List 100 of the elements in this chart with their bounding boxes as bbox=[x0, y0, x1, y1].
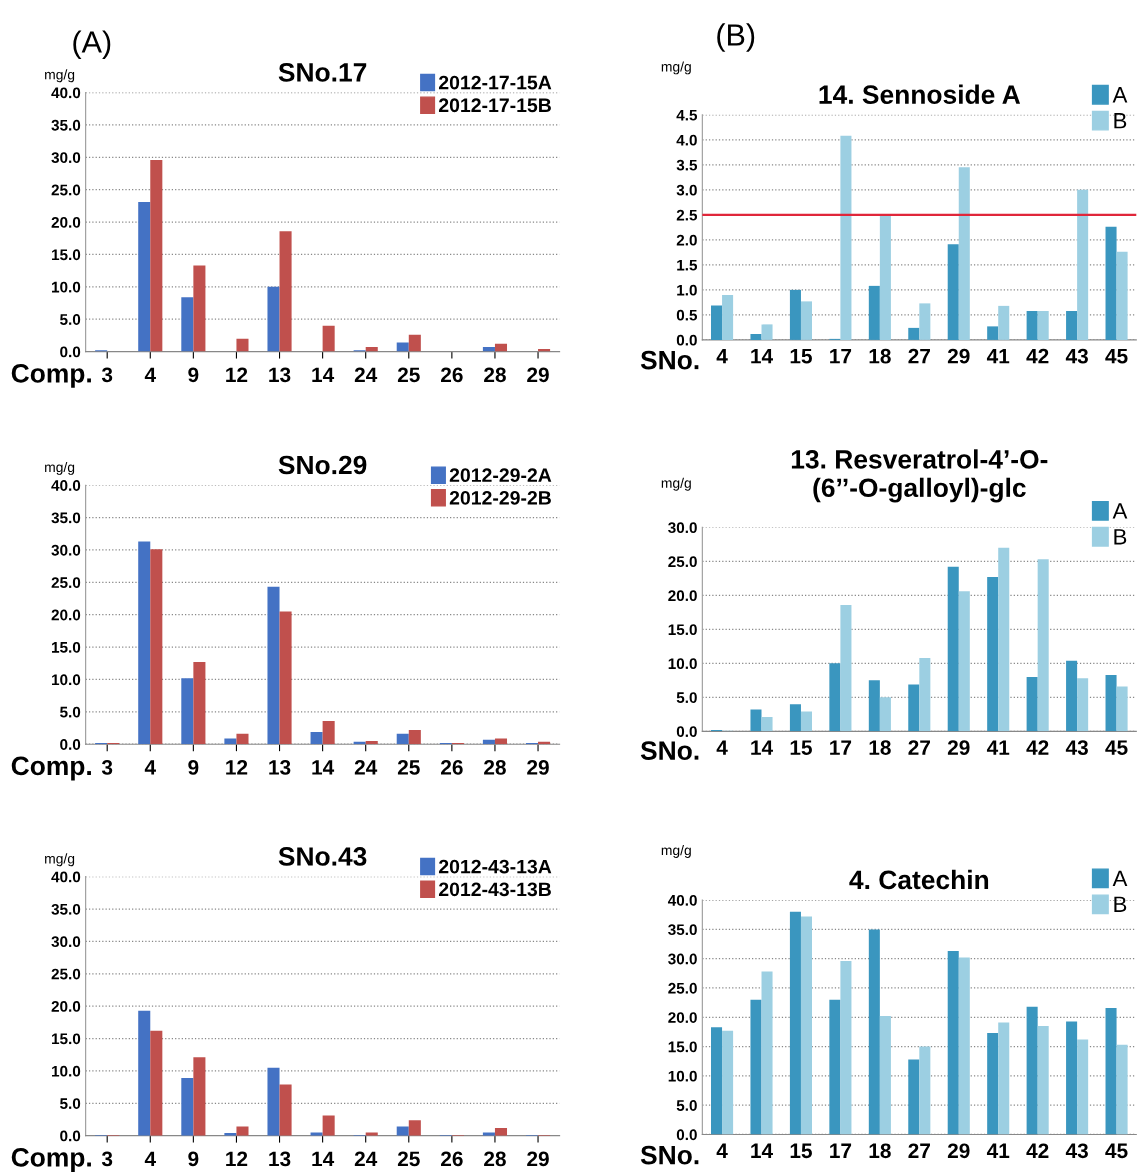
bar bbox=[150, 159, 163, 352]
bar bbox=[236, 1126, 249, 1136]
chart-title: 13. Resveratrol-4’-O- (6’’-O-galloyl)-glc bbox=[791, 449, 1048, 503]
bar bbox=[408, 334, 421, 352]
y-tick-label: 35.0 bbox=[51, 512, 81, 524]
x-tick-label: 4 bbox=[144, 1151, 156, 1167]
bar bbox=[1116, 251, 1128, 340]
bar bbox=[279, 611, 292, 745]
y-axis-title: mg/g bbox=[45, 461, 75, 475]
bar bbox=[947, 244, 959, 340]
x-tick-label: 29 bbox=[527, 760, 549, 775]
x-tick-label: 41 bbox=[986, 348, 1010, 364]
x-tick-label: 4 bbox=[716, 740, 728, 755]
x-tick-label: 45 bbox=[1105, 740, 1128, 755]
bar bbox=[236, 338, 249, 352]
bar bbox=[1066, 1021, 1078, 1135]
chart-title: SNo.43 bbox=[278, 847, 367, 866]
bar bbox=[998, 1022, 1010, 1135]
x-tick-label: 18 bbox=[869, 740, 891, 755]
y-tick-label: 20.0 bbox=[51, 1001, 81, 1012]
y-tick-label: 0.5 bbox=[676, 309, 698, 321]
x-tick-label: 29 bbox=[947, 740, 970, 755]
y-tick-label: 0.0 bbox=[60, 346, 81, 358]
chart-title: 14. Sennoside A bbox=[819, 84, 1021, 104]
x-tick-label: 3 bbox=[101, 367, 113, 383]
x-tick-label: 45 bbox=[1105, 1143, 1128, 1159]
bar bbox=[800, 916, 812, 1135]
x-tick-label: 15 bbox=[790, 1143, 812, 1159]
bar bbox=[138, 541, 151, 745]
chart-title: SNo.29 bbox=[278, 455, 367, 475]
x-tick-label: 41 bbox=[986, 1143, 1010, 1158]
text: (A) bbox=[73, 30, 111, 59]
x-tick-label: 12 bbox=[226, 1151, 248, 1167]
x-tick-label: 27 bbox=[908, 1143, 930, 1158]
x-tick-label: 43 bbox=[1065, 1143, 1088, 1159]
x-tick-label: 17 bbox=[830, 348, 852, 364]
x-tick-label: 15 bbox=[790, 348, 812, 364]
bar bbox=[829, 663, 841, 732]
y-tick-label: 15.0 bbox=[52, 1033, 81, 1045]
bar bbox=[879, 215, 891, 340]
bar bbox=[1116, 1044, 1128, 1135]
x-tick-label: 18 bbox=[869, 348, 891, 364]
y-axis-title: mg/g bbox=[45, 69, 75, 83]
y-axis-title: mg/g bbox=[661, 477, 691, 491]
bar bbox=[1066, 660, 1078, 732]
x-axis-title: SNo. bbox=[640, 1145, 699, 1165]
x-tick-label: 26 bbox=[441, 367, 463, 383]
bar bbox=[908, 684, 920, 732]
bar bbox=[908, 327, 920, 340]
bar bbox=[1037, 310, 1049, 340]
legend-label: B bbox=[1114, 529, 1127, 545]
bar bbox=[829, 999, 841, 1135]
y-tick-label: 20.0 bbox=[668, 590, 697, 602]
y-tick-label: 10.0 bbox=[52, 674, 81, 686]
x-tick-label: 24 bbox=[354, 367, 378, 382]
bar bbox=[761, 324, 773, 340]
bar bbox=[267, 1067, 280, 1136]
bar bbox=[236, 733, 249, 745]
bar bbox=[150, 549, 163, 745]
bar bbox=[150, 1030, 163, 1136]
y-axis-title: mg/g bbox=[45, 853, 75, 867]
legend-label: A bbox=[1112, 87, 1128, 103]
bar bbox=[840, 961, 852, 1135]
bar bbox=[1105, 674, 1117, 732]
bar bbox=[267, 586, 280, 745]
bar bbox=[711, 1027, 723, 1135]
x-tick-label: 9 bbox=[188, 760, 199, 775]
legend-label: B bbox=[1114, 113, 1127, 129]
text: (B) bbox=[717, 23, 755, 52]
legend-label: A bbox=[1112, 503, 1128, 519]
y-tick-label: 1.5 bbox=[677, 259, 698, 271]
bar bbox=[310, 731, 323, 745]
bar bbox=[987, 326, 999, 340]
legend-label: A bbox=[1112, 870, 1128, 887]
y-tick-label: 0.0 bbox=[676, 1129, 697, 1141]
y-tick-label: 4.5 bbox=[676, 109, 698, 121]
y-tick-label: 10.0 bbox=[668, 1070, 697, 1082]
bar bbox=[1026, 310, 1038, 340]
bar bbox=[800, 301, 812, 340]
bar bbox=[761, 971, 773, 1135]
y-tick-label: 3.5 bbox=[676, 159, 698, 171]
x-axis-title: Comp. bbox=[11, 363, 91, 388]
bar bbox=[1077, 189, 1089, 340]
bar bbox=[868, 285, 880, 340]
bar bbox=[800, 711, 812, 732]
y-tick-label: 5.0 bbox=[60, 706, 81, 718]
chart-title: 4. Catechin bbox=[849, 869, 989, 890]
bar bbox=[947, 566, 959, 732]
x-tick-label: 4 bbox=[144, 367, 156, 382]
x-tick-label: 15 bbox=[790, 740, 812, 755]
y-tick-label: 15.0 bbox=[668, 1041, 697, 1053]
bar bbox=[947, 951, 959, 1135]
y-tick-label: 5.0 bbox=[60, 1098, 81, 1109]
x-tick-label: 25 bbox=[397, 760, 420, 775]
bar bbox=[1116, 686, 1128, 732]
x-tick-label: 14 bbox=[312, 1151, 335, 1167]
bar bbox=[879, 1016, 891, 1135]
y-tick-label: 10.0 bbox=[52, 281, 81, 293]
bar bbox=[365, 740, 378, 745]
y-tick-label: 30.0 bbox=[668, 953, 697, 965]
